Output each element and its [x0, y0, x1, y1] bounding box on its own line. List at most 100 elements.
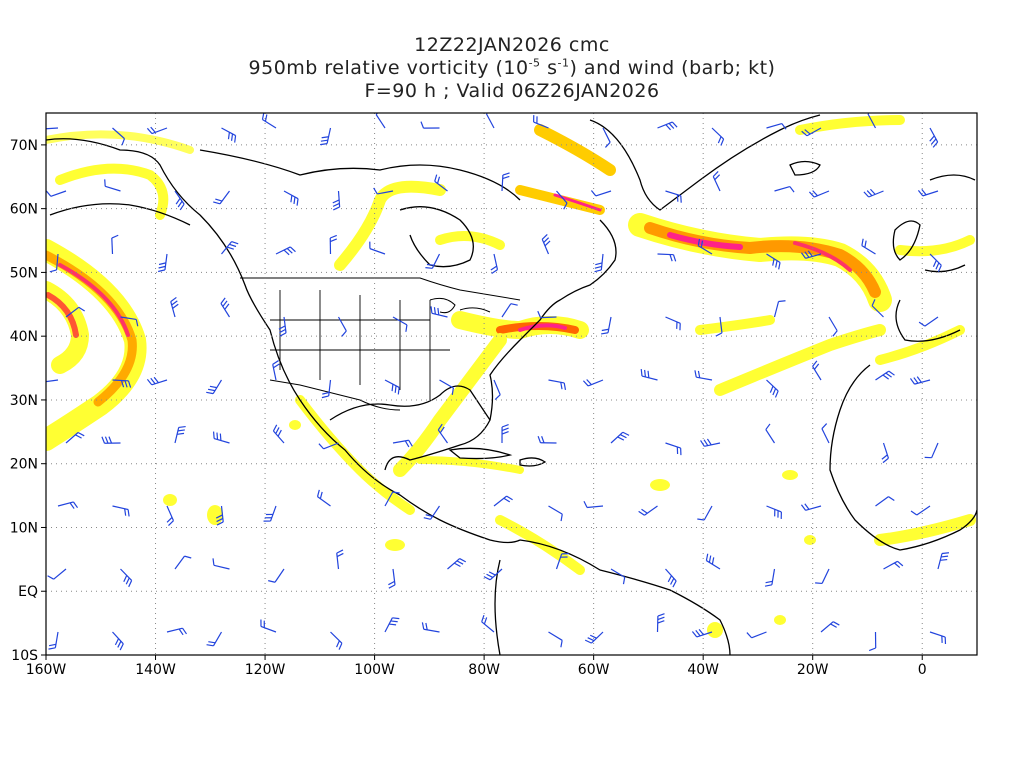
wind-barb: [601, 316, 612, 335]
lon-label: 0: [918, 662, 927, 678]
vort-band-north-pacific: [46, 130, 194, 154]
coast-east-us: [489, 219, 617, 421]
wind-barb: [610, 568, 626, 585]
wind-barb: [490, 253, 499, 274]
wind-barb: [46, 190, 67, 197]
wind-barb: [437, 423, 448, 444]
lon-label: 80W: [468, 662, 500, 678]
lat-label: 10S: [11, 648, 38, 664]
vort-band-med: [875, 325, 965, 365]
wind-barb: [263, 505, 277, 522]
wind-barb: [112, 379, 132, 388]
vort-band-caribbean: [416, 456, 524, 474]
wind-barb: [320, 127, 332, 146]
wind-barb: [112, 631, 124, 651]
wind-barb: [583, 500, 604, 509]
wind-barb: [47, 568, 67, 580]
wind-barb: [272, 424, 285, 444]
wind-barb: [481, 614, 495, 633]
wind-barb: [929, 631, 947, 645]
wind-barb: [447, 558, 467, 570]
wind-barb: [602, 127, 611, 148]
lat-label: 70N: [10, 138, 38, 154]
wind-barb: [766, 505, 782, 519]
coast-gulf-mexico: [329, 385, 491, 471]
coast-arctic: [199, 149, 521, 201]
wind-barb: [657, 253, 677, 262]
wind-barb: [158, 253, 168, 273]
wind-barb: [918, 316, 939, 327]
vort-band-greenland-west: [534, 124, 616, 176]
wind-barb: [49, 253, 59, 273]
wind-barb: [875, 496, 895, 507]
wind-barb: [665, 316, 681, 331]
lat-label: 30N: [10, 393, 38, 409]
wind-barb: [766, 253, 781, 270]
coast-alaska-south: [49, 203, 191, 226]
lat-label: 20N: [10, 457, 38, 473]
vort-band-atlantic-east-max: [793, 241, 852, 272]
wind-barb: [485, 113, 495, 129]
wind-barb: [711, 127, 725, 146]
vort-band-iceland: [795, 115, 905, 135]
wind-barb: [65, 306, 85, 318]
wind-barb: [283, 190, 299, 206]
wind-barb: [766, 123, 787, 130]
wind-barb: [537, 310, 557, 319]
coast-south-america: [494, 539, 731, 655]
wind-barb: [863, 188, 884, 198]
wind-barb: [584, 631, 604, 644]
vort-band-west-africa: [874, 514, 976, 546]
wind-barb: [332, 190, 341, 211]
wind-barb: [46, 127, 59, 130]
wind-barb: [821, 423, 830, 444]
coastlines: [46, 114, 977, 655]
vort-band-mid-atlantic: [695, 315, 775, 335]
lon-label: 20W: [797, 662, 829, 678]
wind-barb: [392, 439, 413, 448]
wind-barb: [174, 425, 186, 444]
wind-barb: [213, 190, 230, 205]
wind-barb: [421, 622, 440, 633]
wind-barb: [101, 436, 121, 444]
wind-barb: [166, 505, 175, 526]
wind-barb: [174, 555, 192, 570]
wind-barb: [694, 370, 713, 381]
wind-barb: [493, 495, 513, 507]
wind-barb: [275, 246, 296, 256]
wind-barb: [375, 113, 386, 129]
title-block: 12Z22JAN2026 cmc 950mb relative vorticit…: [0, 34, 1024, 103]
wind-barb: [439, 379, 454, 395]
wind-barb: [555, 553, 569, 570]
wind-barb: [800, 503, 822, 511]
wind-barb: [875, 370, 895, 381]
wind-barb: [501, 303, 518, 318]
us-canada-border: [240, 277, 521, 301]
wind-barb: [815, 568, 830, 585]
wind-barb: [321, 379, 332, 399]
lat-label: 60N: [10, 202, 38, 218]
vort-band-europe: [895, 235, 975, 257]
wind-barb: [120, 316, 139, 327]
wind-barb: [774, 185, 795, 193]
wind-barb: [594, 253, 604, 273]
wind-barb: [120, 568, 133, 588]
vort-band-mexico: [295, 395, 415, 515]
vorticity-shading: [46, 115, 976, 638]
wind-barb: [582, 379, 604, 387]
wind-barb: [384, 491, 400, 507]
wind-barb: [700, 438, 721, 447]
wind-barb: [146, 126, 168, 135]
wind-barb: [638, 505, 658, 516]
wind-barb: [773, 300, 786, 318]
lon-label: 40W: [687, 662, 719, 678]
wind-barb: [112, 127, 126, 146]
vort-band-pacific-inner-core: [46, 292, 79, 338]
title-line-2-prefix: 950mb relative vorticity (10: [248, 57, 529, 79]
vort-band-hudson: [435, 231, 505, 250]
lat-label: 50N: [10, 265, 38, 281]
wind-barb: [910, 505, 931, 516]
lat-label: 40N: [10, 329, 38, 345]
lon-label: 160W: [26, 662, 67, 678]
